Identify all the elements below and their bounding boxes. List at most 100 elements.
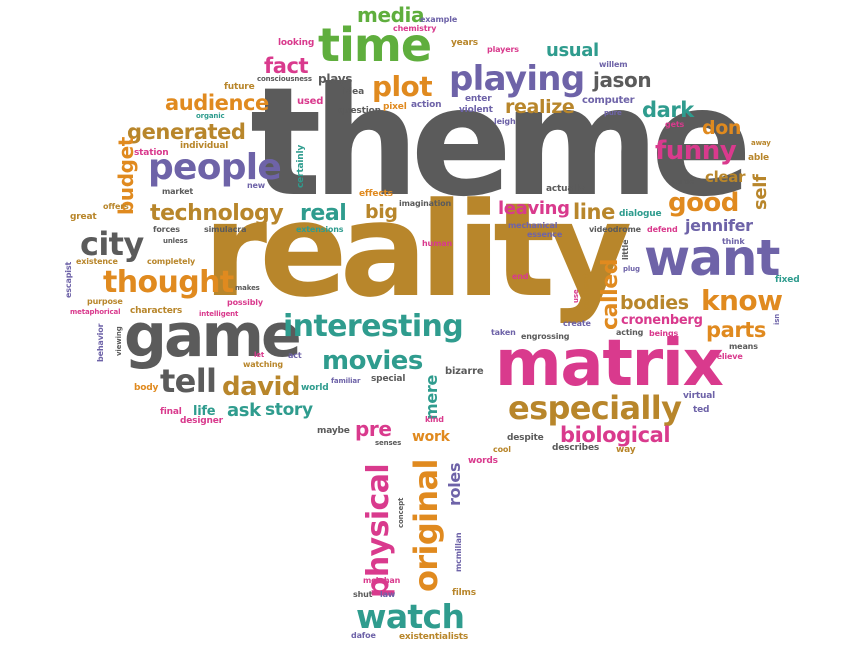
word-original: original: [407, 459, 445, 592]
word-pixel: pixel: [383, 102, 407, 112]
word-body: body: [134, 383, 159, 393]
word-human: human: [422, 239, 453, 248]
word-generated: generated: [127, 120, 246, 144]
word-videodrome: videodrome: [589, 225, 641, 234]
word-fact: fact: [264, 54, 309, 78]
word-great: great: [70, 212, 97, 222]
word-david: david: [222, 372, 301, 402]
word-existentialists: existentialists: [399, 632, 469, 642]
word-acting: acting: [616, 328, 644, 337]
word-certainly: certainly: [296, 144, 306, 188]
word-imagination: imagination: [399, 199, 452, 208]
word-cool: cool: [493, 445, 511, 454]
word-gets: gets: [665, 120, 685, 129]
word-new: new: [247, 181, 266, 190]
word-little: little: [621, 239, 630, 260]
word-designer: designer: [180, 416, 223, 426]
word-don: don: [702, 117, 742, 139]
word-biological: biological: [560, 423, 671, 447]
word-funny: funny: [655, 136, 737, 166]
word-plot: plot: [372, 70, 433, 103]
word-pre: pre: [355, 417, 392, 441]
word-looking: looking: [278, 38, 315, 48]
word-ask: ask: [227, 400, 261, 421]
word-simulacra: simulacra: [204, 225, 247, 234]
word-city: city: [80, 225, 144, 263]
word-metaphorical: metaphorical: [70, 308, 121, 316]
word-maybe: maybe: [317, 426, 350, 436]
word-especially: especially: [508, 389, 682, 427]
word-big: big: [365, 201, 398, 223]
word-action: action: [411, 100, 442, 110]
word-tell: tell: [160, 362, 217, 400]
word-unless: unless: [163, 237, 188, 245]
word-unable: unable: [668, 178, 695, 186]
word-characters: characters: [130, 306, 183, 316]
word-computer: computer: [582, 95, 635, 106]
word-know: know: [701, 284, 783, 317]
word-future: future: [224, 82, 255, 92]
word-reality: reality: [203, 174, 632, 326]
word-forces: forces: [153, 225, 180, 234]
word-act: act: [288, 351, 302, 360]
word-want: want: [644, 229, 780, 287]
word-roles: roles: [445, 462, 464, 506]
word-familiar: familiar: [331, 377, 361, 385]
word-media: media: [357, 3, 425, 27]
word-virtual: virtual: [683, 391, 715, 401]
word-special: special: [371, 374, 406, 384]
word-actually: actually: [546, 184, 585, 194]
word-line: line: [573, 200, 615, 224]
word-years: years: [451, 38, 478, 48]
word-dialogue: dialogue: [619, 209, 662, 219]
word-audience: audience: [165, 91, 269, 115]
word-interesting: interesting: [283, 309, 464, 344]
word-leaving: leaving: [498, 198, 570, 219]
word-isn: isn: [773, 313, 781, 325]
word-theme: theme: [250, 56, 752, 230]
word-offers: offers: [103, 202, 129, 211]
word-concept: concept: [397, 497, 405, 528]
word-cronenberg: cronenberg: [621, 313, 703, 328]
word-extensions: extensions: [296, 225, 344, 234]
word-mechanical: mechanical: [508, 221, 558, 230]
word-work: work: [412, 429, 450, 445]
word-game: game: [124, 301, 302, 371]
word-plug: plug: [623, 265, 640, 273]
word-kind: kind: [425, 415, 444, 424]
word-excellent: excellent: [582, 273, 592, 318]
word-playing: playing: [449, 59, 585, 99]
word-dafoe: dafoe: [351, 631, 376, 640]
word-market: market: [162, 187, 194, 196]
word-question: question: [338, 106, 381, 116]
word-engrossing: engrossing: [521, 332, 570, 341]
word-used: used: [297, 96, 324, 107]
word-example: example: [420, 15, 458, 24]
word-people: people: [148, 147, 282, 188]
word-players: players: [487, 45, 519, 54]
word-bizarre: bizarre: [445, 366, 484, 377]
word-matrix: matrix: [495, 327, 724, 401]
word-real: real: [300, 201, 347, 226]
word-away: away: [751, 139, 771, 147]
word-essence: essence: [527, 230, 563, 239]
word-use: use: [572, 289, 580, 303]
word-pure: pure: [604, 109, 622, 117]
word-think: think: [722, 237, 745, 246]
word-jennifer: jennifer: [685, 216, 753, 235]
word-makes: makes: [235, 284, 260, 292]
word-enter: enter: [465, 94, 492, 104]
word-films: films: [452, 588, 476, 598]
word-idea: idea: [343, 87, 364, 97]
word-means: means: [729, 342, 758, 351]
word-let: let: [254, 351, 265, 359]
word-ted: ted: [693, 405, 710, 415]
word-story: story: [265, 400, 313, 420]
word-watch: watch: [356, 597, 465, 636]
word-clear: clear: [705, 168, 746, 186]
word-final: final: [160, 407, 182, 417]
word-completely: completely: [147, 257, 196, 266]
word-way: way: [616, 445, 636, 455]
word-watching: watching: [243, 360, 283, 369]
word-law: law: [380, 590, 396, 599]
